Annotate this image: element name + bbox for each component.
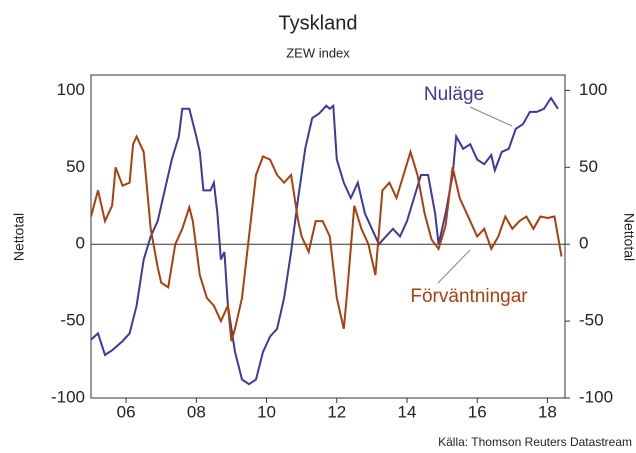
- y2-tick-label: 0: [579, 234, 588, 253]
- x-tick-label: 06: [117, 402, 136, 421]
- chart-subtitle: ZEW index: [286, 45, 350, 60]
- leader-line: [469, 106, 513, 127]
- y-tick-label: -100: [51, 387, 85, 406]
- y-tick-label: 0: [76, 234, 85, 253]
- line-series: [90, 96, 559, 386]
- x-tick-label: 14: [398, 402, 417, 421]
- x-tick-label: 18: [538, 402, 557, 421]
- x-tick-label: 08: [187, 402, 206, 421]
- y2-axis-label: Nettotal: [621, 213, 636, 261]
- leader-line: [437, 249, 471, 284]
- chart-title: Tyskland: [279, 12, 358, 34]
- plot-frame: [90, 74, 566, 399]
- y-tick-label: 100: [57, 80, 85, 99]
- y-tick-label: -50: [60, 311, 85, 330]
- x-tick-label: 16: [468, 402, 487, 421]
- x-tick-label: 10: [257, 402, 276, 421]
- y-axis-label: Nettotal: [11, 213, 27, 261]
- y2-tick-label: -100: [579, 387, 613, 406]
- x-tick-label: 12: [327, 402, 346, 421]
- source: Källa: Thomson Reuters Datastream: [438, 435, 632, 449]
- line-series: [90, 134, 563, 342]
- y2-tick-label: 100: [579, 80, 607, 99]
- y-tick-label: 50: [66, 157, 85, 176]
- legend-label: Förväntningar: [410, 286, 528, 307]
- legend-label: Nuläge: [424, 84, 484, 105]
- y2-tick-label: -50: [579, 311, 604, 330]
- y2-tick-label: 50: [579, 157, 598, 176]
